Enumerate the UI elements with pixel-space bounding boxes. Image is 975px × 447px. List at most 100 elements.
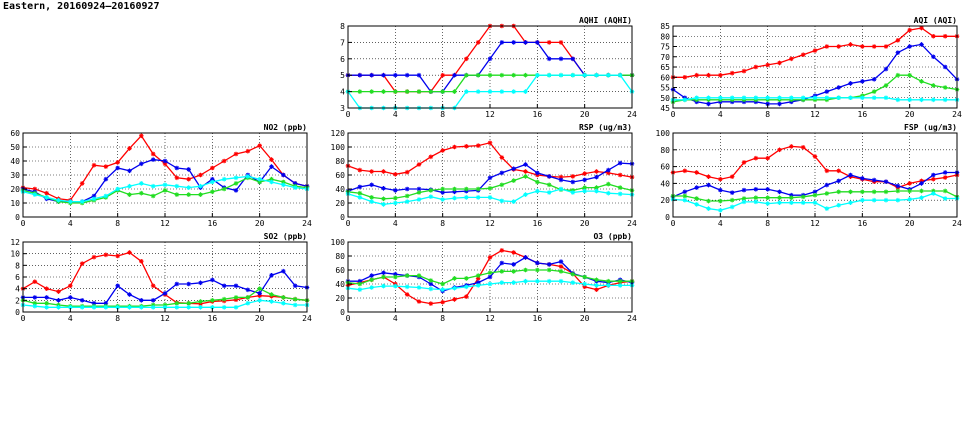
data-point — [694, 170, 699, 175]
data-point — [871, 77, 877, 82]
data-point — [186, 192, 191, 197]
data-point — [257, 176, 262, 182]
data-point — [860, 79, 865, 84]
data-point — [812, 154, 818, 159]
data-point — [942, 175, 948, 180]
x-tick-label: 8 — [115, 314, 120, 323]
data-point — [404, 199, 410, 204]
data-point — [848, 189, 853, 195]
data-point — [606, 72, 611, 78]
data-point — [546, 182, 552, 188]
data-point — [582, 274, 587, 280]
data-point — [694, 202, 699, 207]
data-point — [381, 196, 386, 202]
data-point — [79, 181, 85, 186]
data-point — [895, 188, 901, 194]
data-point — [499, 89, 505, 94]
data-point — [44, 295, 49, 300]
data-point — [56, 289, 61, 294]
x-tick-label: 16 — [533, 314, 543, 323]
data-point — [582, 281, 587, 287]
data-point — [150, 151, 156, 157]
data-point — [475, 89, 481, 94]
x-tick-label: 20 — [255, 219, 265, 228]
data-point — [393, 283, 398, 289]
x-tick-label: 12 — [485, 110, 495, 119]
data-point — [836, 95, 841, 101]
x-tick-label: 20 — [580, 110, 590, 119]
data-point — [606, 190, 611, 196]
data-point — [499, 155, 505, 160]
data-point — [115, 165, 120, 171]
x-tick-label: 20 — [905, 110, 915, 119]
x-tick-label: 4 — [718, 110, 723, 119]
data-point — [475, 195, 481, 200]
data-point — [186, 281, 191, 287]
data-point — [895, 97, 901, 103]
data-point — [558, 278, 564, 284]
data-point — [741, 95, 747, 101]
data-point — [812, 192, 818, 198]
data-point — [558, 259, 564, 264]
data-point — [535, 179, 540, 185]
data-point — [682, 197, 688, 203]
data-point — [594, 188, 599, 194]
data-point — [617, 283, 623, 288]
data-point — [836, 44, 841, 49]
data-point — [706, 182, 711, 188]
y-tick-label: 45 — [660, 104, 670, 113]
data-point — [729, 95, 735, 101]
data-point — [682, 97, 688, 103]
data-point — [404, 72, 410, 78]
data-point — [942, 97, 948, 103]
data-point — [393, 274, 398, 280]
data-point — [942, 170, 948, 175]
data-point — [186, 305, 191, 310]
data-point — [245, 287, 251, 293]
x-tick-label: 12 — [485, 219, 495, 228]
data-point — [765, 95, 770, 101]
data-point — [127, 250, 132, 255]
data-point — [812, 48, 818, 53]
data-point — [558, 72, 564, 78]
data-point — [269, 179, 274, 185]
data-point — [753, 155, 759, 161]
data-point — [487, 89, 493, 94]
data-point — [558, 177, 564, 183]
data-point — [369, 277, 374, 283]
data-point — [210, 277, 215, 283]
data-point — [221, 305, 227, 310]
data-point — [741, 160, 747, 165]
data-point — [233, 295, 239, 300]
chart-title: AQI (AQI) — [914, 16, 957, 25]
y-tick-label: 20 — [335, 294, 345, 303]
data-point — [233, 297, 239, 303]
data-point — [789, 192, 794, 198]
data-point — [883, 95, 889, 101]
data-point — [150, 283, 156, 289]
data-point — [789, 200, 794, 206]
data-point — [919, 97, 924, 103]
data-point — [871, 95, 877, 101]
x-tick-label: 24 — [302, 219, 312, 228]
data-point — [357, 167, 363, 173]
data-point — [511, 178, 516, 183]
data-point — [233, 151, 239, 157]
data-point — [777, 189, 782, 195]
x-tick-label: 24 — [302, 314, 312, 323]
data-point — [753, 95, 759, 101]
data-point — [706, 95, 711, 101]
data-point — [369, 169, 374, 174]
data-point — [606, 170, 611, 176]
x-tick-label: 24 — [952, 219, 962, 228]
data-point — [115, 253, 120, 259]
data-point — [281, 300, 286, 306]
data-point — [393, 172, 398, 177]
data-point — [103, 176, 109, 182]
data-point — [919, 188, 924, 194]
x-tick-label: 12 — [810, 219, 820, 228]
data-point — [706, 206, 711, 211]
y-tick-label: 100 — [331, 143, 346, 152]
data-point — [558, 174, 564, 180]
data-point — [428, 188, 434, 193]
